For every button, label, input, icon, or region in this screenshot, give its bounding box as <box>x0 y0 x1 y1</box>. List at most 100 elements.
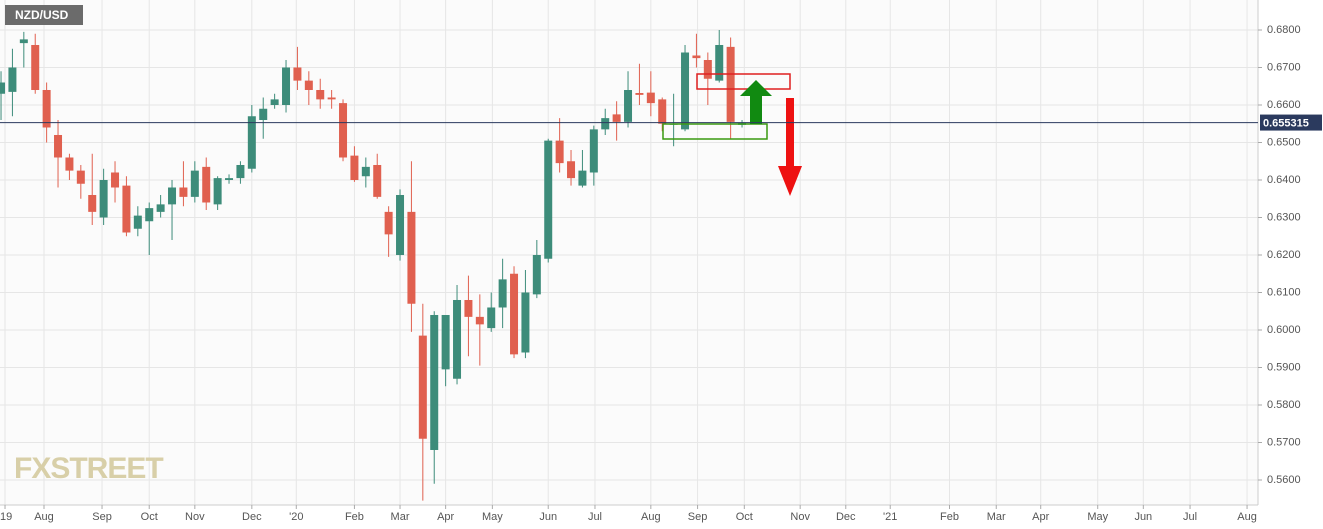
chart-title: NZD/USD <box>15 8 69 22</box>
x-tick-label: Jun <box>539 511 557 523</box>
candle-body <box>111 172 120 188</box>
x-tick-label: Apr <box>1032 511 1049 523</box>
candle-body <box>76 170 85 184</box>
candle-body <box>373 164 382 197</box>
y-tick-label: 0.6500 <box>1267 136 1301 148</box>
candle-body <box>42 89 51 128</box>
x-tick-label: Jul <box>588 511 602 523</box>
x-tick-label: Sep <box>92 511 112 523</box>
candle-body <box>88 194 97 212</box>
candle-body <box>213 178 222 205</box>
candle-body <box>225 178 234 180</box>
y-tick-label: 0.6000 <box>1267 324 1301 336</box>
candle-body <box>293 67 302 81</box>
candle-body <box>441 314 450 370</box>
candle-body <box>453 299 462 379</box>
x-tick-label: May <box>1087 511 1108 523</box>
y-tick-label: 0.6300 <box>1267 211 1301 223</box>
y-tick-label: 0.6400 <box>1267 174 1301 186</box>
candle-body <box>544 140 553 259</box>
candle-body <box>0 82 6 94</box>
x-tick-label: Aug <box>1237 511 1257 523</box>
x-tick-label: Sep <box>688 511 708 523</box>
x-tick-label: Jun <box>1134 511 1152 523</box>
candle-body <box>589 129 598 173</box>
candle-body <box>327 97 336 100</box>
candle-body <box>316 89 325 100</box>
candle-body <box>31 44 40 90</box>
candle-body <box>133 215 142 229</box>
up-arrow <box>740 80 772 124</box>
candle-body <box>658 99 667 124</box>
candle-body <box>396 194 405 255</box>
candle-body <box>521 292 530 353</box>
candle-body <box>487 307 496 329</box>
x-tick-label: Apr <box>437 511 454 523</box>
last-price-box <box>1260 114 1322 131</box>
x-tick-label: Nov <box>185 511 205 523</box>
y-tick-label: 0.6600 <box>1267 99 1301 111</box>
candle-body <box>510 273 519 355</box>
y-tick-label: 0.5900 <box>1267 361 1301 373</box>
candle-body <box>681 52 690 130</box>
candle-body <box>361 166 370 177</box>
candle-body <box>304 80 313 90</box>
y-tick-label: 0.5600 <box>1267 474 1301 486</box>
candle-body <box>567 161 576 179</box>
last-price-label: 0.655315 <box>1263 117 1309 129</box>
candle-body <box>247 116 256 169</box>
x-tick-label: Oct <box>141 511 158 523</box>
candle-body <box>270 99 279 105</box>
watermark: FXSTREET <box>14 452 163 485</box>
candle-body <box>601 118 610 130</box>
x-tick-label: Dec <box>242 511 262 523</box>
candle-body <box>19 39 28 44</box>
down-arrow <box>778 98 802 196</box>
candle-body <box>190 170 199 197</box>
x-tick-label: Aug <box>34 511 54 523</box>
candles <box>0 29 747 501</box>
x-tick-label: Mar <box>391 511 410 523</box>
x-tick-label: Feb <box>345 511 364 523</box>
candle-body <box>179 187 188 197</box>
candle-body <box>475 316 484 325</box>
title-box <box>5 5 83 25</box>
x-tick-label: Jul <box>1183 511 1197 523</box>
x-tick-label: Dec <box>836 511 856 523</box>
candle-body <box>624 89 633 122</box>
candle-body <box>65 157 74 171</box>
x-tick-label: Oct <box>736 511 753 523</box>
x-tick-label: Mar <box>987 511 1006 523</box>
candle-body <box>407 211 416 304</box>
candle-body <box>635 92 644 95</box>
candle-body <box>646 92 655 104</box>
y-tick-label: 0.5700 <box>1267 436 1301 448</box>
candle-body <box>692 55 701 59</box>
support-box <box>662 123 768 140</box>
candle-body <box>202 166 211 203</box>
plot-area <box>0 0 1258 505</box>
candle-body <box>430 314 439 450</box>
candle-body <box>54 134 63 158</box>
candle-body <box>726 46 735 122</box>
x-tick-label: Nov <box>790 511 810 523</box>
x-tick-label: May <box>482 511 503 523</box>
candle-body <box>145 208 154 222</box>
candle-body <box>612 114 621 122</box>
candle-body <box>236 164 245 179</box>
candle-body <box>259 108 268 120</box>
y-tick-label: 0.6100 <box>1267 286 1301 298</box>
candle-body <box>122 185 131 233</box>
candle-body <box>8 67 17 92</box>
x-tick-label: '20 <box>289 511 303 523</box>
x-tick-label: '21 <box>883 511 897 523</box>
candle-body <box>703 59 712 79</box>
candle-body <box>555 140 564 164</box>
candle-body <box>156 204 165 212</box>
candle-body <box>168 187 177 205</box>
candle-body <box>418 335 427 439</box>
y-tick-label: 0.6700 <box>1267 61 1301 73</box>
candle-body <box>350 155 359 180</box>
y-tick-label: 0.5800 <box>1267 399 1301 411</box>
